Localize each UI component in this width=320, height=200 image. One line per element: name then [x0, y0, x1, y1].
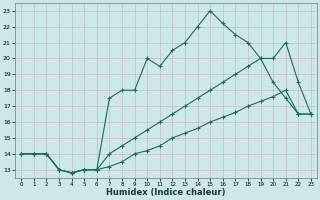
X-axis label: Humidex (Indice chaleur): Humidex (Indice chaleur) [106, 188, 226, 197]
